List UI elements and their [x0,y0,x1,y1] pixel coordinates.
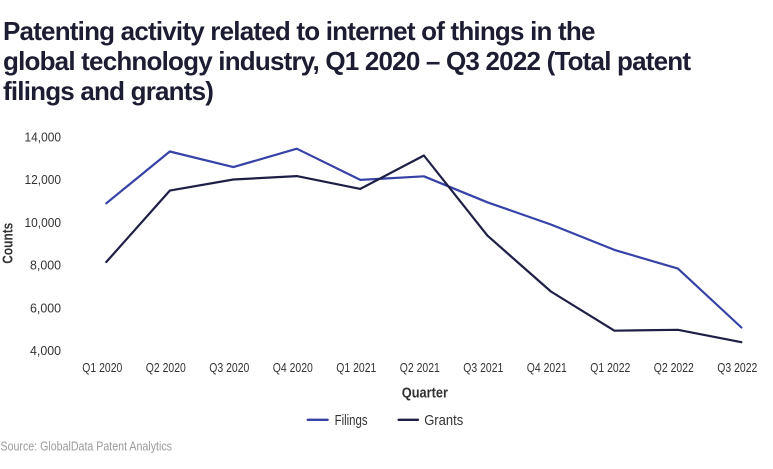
svg-text:Q1 2020: Q1 2020 [82,360,122,375]
svg-text:Q4 2020: Q4 2020 [273,360,313,375]
svg-text:Q4 2021: Q4 2021 [527,360,567,375]
svg-text:14,000: 14,000 [25,129,62,144]
svg-text:Counts: Counts [0,223,16,264]
svg-text:12,000: 12,000 [25,172,62,187]
svg-text:Quarter: Quarter [402,384,448,401]
svg-text:Source: GlobalData Patent Anal: Source: GlobalData Patent Analytics [1,438,173,453]
svg-text:4,000: 4,000 [30,343,61,358]
svg-text:Q1 2022: Q1 2022 [590,360,630,375]
svg-text:8,000: 8,000 [30,258,61,273]
svg-text:Q3 2022: Q3 2022 [717,360,757,375]
svg-text:Q2 2021: Q2 2021 [400,360,440,375]
svg-text:Grants: Grants [424,412,463,429]
svg-text:Filings: Filings [335,412,368,429]
svg-text:6,000: 6,000 [30,300,61,315]
svg-text:Q2 2022: Q2 2022 [654,360,694,375]
svg-text:Q3 2020: Q3 2020 [209,360,249,375]
svg-text:Q1 2021: Q1 2021 [336,360,376,375]
svg-text:10,000: 10,000 [25,215,62,230]
svg-text:Q2 2020: Q2 2020 [146,360,186,375]
svg-text:Q3 2021: Q3 2021 [463,360,503,375]
